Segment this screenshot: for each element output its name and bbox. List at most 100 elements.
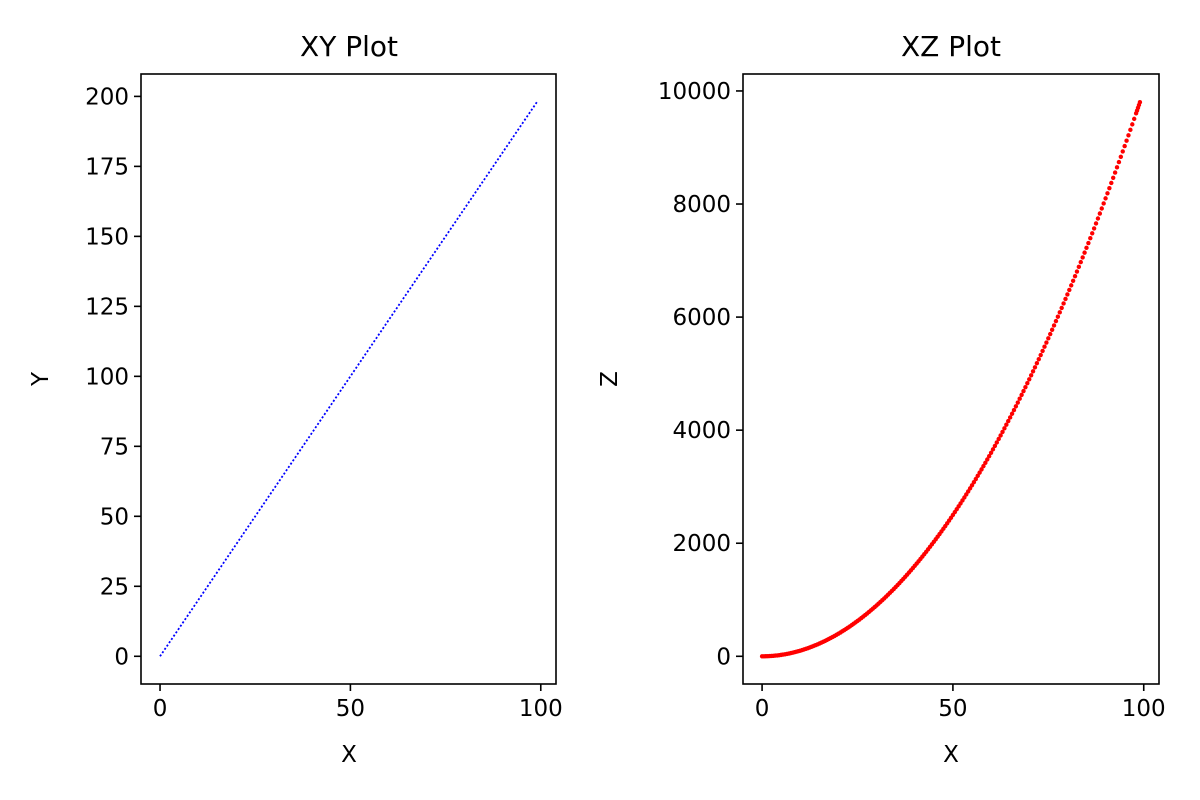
xy-plot-y-tick-label: 0	[114, 644, 129, 670]
xy-plot-y-tick-label: 100	[85, 364, 129, 390]
xz-plot-data-point	[1126, 133, 1131, 138]
xz-plot-data-point	[1137, 100, 1143, 105]
xz-plot-data-point	[1048, 331, 1053, 337]
xz-plot-data-point	[1065, 292, 1070, 297]
xz-plot-y-ticks: 0 2000 4000 6000 8000 10000	[658, 79, 743, 670]
xz-plot-y-tick-label: 6000	[672, 305, 731, 331]
xz-plot-data-point	[1063, 296, 1068, 302]
xz-plot-data-point	[1038, 352, 1043, 358]
xz-plot-data-point	[1000, 429, 1005, 435]
xz-plot-data-point	[1076, 264, 1082, 270]
xz-plot-title: XZ Plot	[901, 30, 1001, 63]
xz-plot-data-point	[1027, 377, 1032, 382]
xz-plot-x-tick-label: 0	[755, 696, 770, 722]
xz-plot-data-point	[1021, 388, 1026, 394]
xz-plot-x-axis-label: X	[943, 742, 959, 768]
xz-plot-x-ticks: 0 50 100	[755, 684, 1166, 722]
xz-plot-data-point	[1111, 175, 1116, 180]
xz-plot-data-point	[1091, 226, 1097, 231]
xy-plot-x-ticks: 0 50 100	[153, 684, 563, 722]
xz-plot-data-point	[1061, 301, 1066, 306]
xz-plot-data-point	[1116, 159, 1122, 165]
xz-plot-data-point	[1049, 327, 1055, 332]
xz-plot-data-point	[986, 453, 992, 459]
xz-plot-axes-frame	[742, 73, 1160, 685]
xz-plot-data-point	[1023, 384, 1028, 390]
xz-plot-data-point	[1007, 415, 1013, 420]
xz-plot-data-point	[994, 440, 999, 445]
xz-plot-data-point	[1114, 165, 1120, 170]
xz-plot-data-point	[1074, 269, 1080, 274]
xz-plot-y-tick-label: 0	[716, 644, 731, 670]
xz-plot-data-point	[990, 447, 996, 452]
xz-plot-data-point	[1019, 392, 1024, 398]
xy-plot-x-tick-label: 100	[519, 696, 563, 722]
xz-plot-data-point	[1078, 259, 1083, 265]
xz-plot-data-point	[1051, 323, 1057, 328]
xz-plot-data-point	[1059, 305, 1064, 311]
xz-plot-data-point	[985, 457, 990, 462]
xz-plot-data-point	[1011, 407, 1017, 413]
xz-plot-data-point	[1084, 245, 1089, 251]
xz-plot-data-point	[1131, 116, 1137, 122]
xy-plot-y-tick-label: 125	[85, 294, 129, 320]
xz-plot-data-point	[977, 470, 982, 475]
xz-plot-data-point	[1070, 278, 1076, 283]
xy-plot-x-axis-label: X	[341, 742, 357, 768]
xy-plot-y-ticks: 0 25 50 75 100 125 150 175 200	[85, 84, 141, 670]
xz-plot-data-point	[996, 436, 1001, 442]
xz-plot-y-axis-label: Z	[597, 371, 623, 387]
xz-plot-data-point	[1069, 283, 1074, 288]
xz-plot-data-point	[1053, 318, 1059, 324]
xz-plot-data-point	[1093, 221, 1099, 226]
xz-plot-data-point	[1042, 344, 1047, 349]
xz-plot-data-point	[1118, 154, 1124, 159]
xz-plot-data-point	[1044, 340, 1049, 345]
xz-plot-data-point	[1002, 426, 1007, 431]
xy-plot-y-tick-label: 25	[100, 574, 129, 600]
xy-plot-y-tick-label: 50	[100, 504, 129, 530]
xz-plot-data-point	[1099, 206, 1104, 211]
xz-plot-data-point	[992, 443, 998, 449]
xz-plot-data-point	[1015, 400, 1020, 405]
xz-plot-data-point	[1086, 240, 1091, 246]
xy-plot-y-axis-label: Y	[28, 371, 54, 387]
xz-plot-x-tick-label: 50	[938, 696, 967, 722]
xz-plot-data-point	[1028, 373, 1034, 378]
xz-plot-data-point	[1004, 422, 1009, 427]
xz-plot-data-point	[1130, 122, 1135, 127]
xz-plot-data-point	[1122, 143, 1127, 149]
xz-plot-data-point	[979, 467, 984, 472]
xz-plot-data-point	[1088, 235, 1093, 241]
xz-plot-data-point	[1057, 310, 1062, 315]
xz-plot-data-point	[1112, 170, 1118, 175]
xz-plot-data-point	[1103, 196, 1108, 201]
xz-plot-data-point	[1080, 255, 1085, 260]
xz-plot-data-point	[975, 473, 980, 479]
xz-plot-data-point	[1030, 369, 1036, 374]
xz-plot-data-point	[973, 476, 979, 482]
xz-plot-data-point	[1055, 314, 1061, 319]
xz-plot-y-tick-label: 2000	[672, 531, 731, 557]
xz-plot-data-point	[1097, 211, 1103, 216]
xz-plot-y-tick-label: 4000	[672, 418, 731, 444]
xz-plot-data-point	[988, 450, 994, 455]
xz-plot-data-point	[1120, 149, 1125, 154]
xz-plot-data-point	[1034, 361, 1040, 366]
xz-plot-marks	[759, 100, 1143, 659]
xz-plot-data-point	[1101, 201, 1106, 206]
xy-plot-title: XY Plot	[300, 30, 398, 63]
xy-plot-axes-frame	[140, 73, 557, 685]
xz-plot-data-point	[1095, 216, 1101, 221]
xz-plot-data-point	[1013, 404, 1019, 409]
xz-plot-y-tick-label: 10000	[658, 79, 731, 105]
xz-plot-data-point	[1006, 418, 1011, 424]
xz-plot-data-point	[1072, 273, 1078, 279]
xz-plot-data-point	[1009, 411, 1015, 416]
xy-plot-y-tick-label: 75	[100, 434, 129, 460]
xz-plot-data-point	[1032, 365, 1038, 370]
xz-plot-data-point	[1124, 138, 1129, 143]
